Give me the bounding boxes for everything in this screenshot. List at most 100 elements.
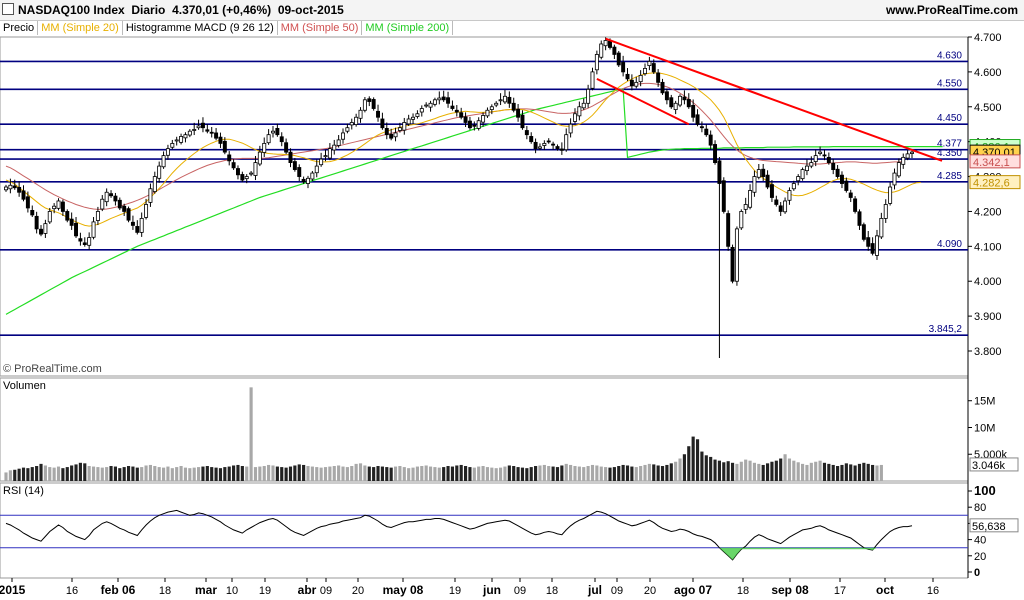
level-label: 4.550 xyxy=(937,78,962,89)
volume-bar xyxy=(643,464,647,481)
candle-body xyxy=(848,192,853,198)
x-tick-label: jul xyxy=(587,583,602,597)
legend-ma200[interactable]: MM (Simple 200) xyxy=(362,21,454,35)
candle-body xyxy=(647,61,652,67)
legend-ma50[interactable]: MM (Simple 50) xyxy=(278,21,363,35)
candle-body xyxy=(126,208,131,221)
candle-body xyxy=(651,63,656,73)
volume-bar xyxy=(293,465,297,481)
candle-body xyxy=(463,116,468,123)
volume-bar xyxy=(262,466,266,481)
volume-bar xyxy=(796,462,800,481)
level-label: 4.377 xyxy=(937,139,962,150)
candle-body xyxy=(165,148,170,156)
candle-body xyxy=(209,131,214,134)
volume-bar xyxy=(109,466,113,481)
volume-bar xyxy=(827,463,831,481)
volume-bar xyxy=(367,466,371,481)
candle-body xyxy=(428,102,433,108)
volume-bar xyxy=(831,464,835,481)
volume-bar xyxy=(866,463,870,481)
volume-bar xyxy=(236,464,240,481)
candle-body xyxy=(472,124,477,127)
volume-bar xyxy=(17,468,21,481)
volume-bar xyxy=(407,468,411,481)
volume-bar xyxy=(586,466,590,481)
candle-body xyxy=(678,95,683,106)
candle-body xyxy=(179,136,184,143)
site-label[interactable]: www.ProRealTime.com xyxy=(885,3,1018,17)
legend-macd[interactable]: Histogramme MACD (9 26 12) xyxy=(123,21,278,35)
volume-bar xyxy=(695,439,700,481)
candle-body xyxy=(117,199,122,209)
candle-body xyxy=(594,54,599,71)
candle-body xyxy=(599,43,604,58)
volume-bar xyxy=(805,464,809,481)
volume-bar xyxy=(402,467,406,481)
candle-body xyxy=(612,46,617,55)
volume-bar xyxy=(849,464,853,481)
candle-body xyxy=(174,139,179,142)
volume-bar xyxy=(779,458,783,481)
volume-bar xyxy=(617,466,621,481)
level-label: 4.450 xyxy=(937,113,962,124)
volume-bar xyxy=(223,467,227,481)
candle-body xyxy=(778,205,783,212)
volume-bar xyxy=(70,465,74,481)
candle-body xyxy=(664,91,669,101)
candle-body xyxy=(95,211,100,221)
volume-bar xyxy=(792,460,796,481)
volume-bar xyxy=(669,463,673,481)
volume-bar xyxy=(520,467,525,481)
candle-body xyxy=(8,184,13,190)
x-tick-label: mar xyxy=(195,583,217,597)
candle-body xyxy=(717,160,722,184)
volume-bar xyxy=(65,467,69,481)
candle-body xyxy=(756,169,761,178)
trendline-upper xyxy=(605,37,943,162)
candle-body xyxy=(52,205,57,210)
candle-body xyxy=(839,174,844,184)
volume-bar xyxy=(26,468,30,481)
rsi-line xyxy=(5,509,913,561)
candle-body xyxy=(161,155,166,168)
candle-body xyxy=(157,165,162,179)
volume-bar xyxy=(787,458,792,481)
candle-body xyxy=(822,154,827,157)
candle-body xyxy=(389,133,394,139)
candle-body xyxy=(590,71,595,89)
volume-bar xyxy=(647,463,651,481)
price-tag-label: 4.342,1 xyxy=(973,157,1010,169)
volume-bar xyxy=(481,466,485,481)
volume-bar xyxy=(319,467,323,481)
candle-body xyxy=(218,136,223,144)
rsi-tick-label: 80 xyxy=(974,502,986,514)
volume-bar xyxy=(682,454,686,481)
volume-bar xyxy=(135,467,139,481)
price-tick-label: 3.900 xyxy=(974,311,1002,323)
candle-body xyxy=(183,134,188,139)
candle-body xyxy=(152,176,157,192)
price-tick-label: 4.200 xyxy=(974,206,1002,218)
candle-body xyxy=(310,172,315,180)
legend-ma20[interactable]: MM (Simple 20) xyxy=(38,21,123,35)
volume-last-box xyxy=(969,457,1019,472)
volume-bar xyxy=(560,465,564,481)
volume-bar xyxy=(555,467,560,481)
candle-body xyxy=(629,79,634,87)
candle-body xyxy=(489,106,494,110)
volume-bar xyxy=(271,465,275,481)
volume-bar xyxy=(765,463,770,481)
window-menu-icon[interactable] xyxy=(2,3,14,15)
price-tag-box xyxy=(969,175,1021,190)
volume-bar xyxy=(126,466,131,481)
x-tick-label: 19 xyxy=(449,585,461,597)
candle-body xyxy=(726,213,731,247)
volume-bar xyxy=(709,456,713,481)
pane-frame-0 xyxy=(0,36,969,377)
volume-bar xyxy=(380,466,384,481)
candle-body xyxy=(104,191,109,203)
candle-body xyxy=(17,186,22,193)
legend-price[interactable]: Precio xyxy=(0,21,39,35)
